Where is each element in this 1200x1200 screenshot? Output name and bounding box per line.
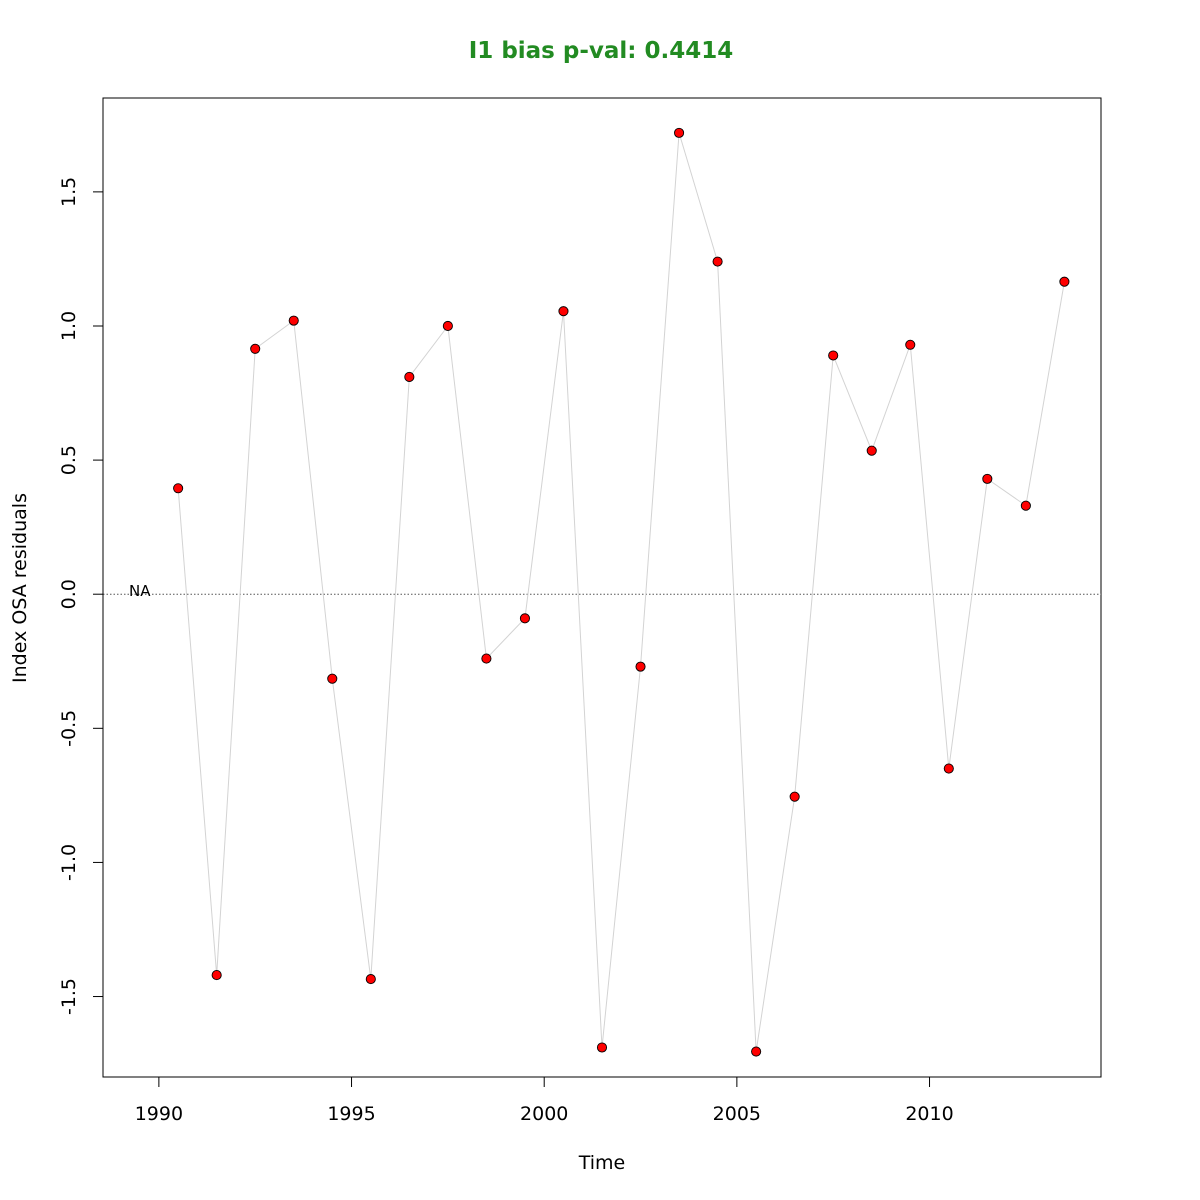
data-point [866,445,877,456]
data-point [1059,276,1070,287]
data-point [828,350,839,361]
data-point [674,127,685,138]
na-annotation: NA [129,582,151,600]
x-tick-label: 2010 [905,1103,953,1125]
data-point [519,613,530,624]
y-tick-label: 0.0 [58,579,80,609]
y-axis-label: Index OSA residuals [9,493,31,683]
data-point [173,483,184,494]
x-tick-label: 1995 [327,1103,375,1125]
data-point [404,371,415,382]
data-point [327,673,338,684]
data-point [288,315,299,326]
x-axis: 1990 1995 2000 2005 2010 [135,1076,954,1125]
data-point [596,1042,608,1053]
x-tick-label: 1990 [135,1103,183,1125]
data-point [943,763,954,774]
x-tick-label: 2000 [520,1103,568,1125]
data-point [712,256,723,267]
data-point [442,320,453,332]
x-tick-label: 2005 [713,1103,761,1125]
data-point [481,653,492,664]
y-tick-label: 1.0 [58,311,80,341]
data-point [211,970,222,981]
x-axis-label: Time [578,1152,626,1174]
series-line-group [177,132,1065,1052]
data-point [1020,500,1031,511]
data-point [751,1046,762,1057]
data-point [365,974,376,985]
y-tick-label: 0.5 [58,445,80,475]
y-tick-label: -1.5 [58,978,80,1015]
data-point [982,473,993,484]
y-tick-label: -1.0 [58,844,80,881]
data-point [635,661,646,672]
data-point [905,339,916,350]
data-points-group [173,127,1070,1057]
y-tick-label: 1.5 [58,177,80,207]
y-axis: -1.5 -1.0 -0.5 0.0 0.5 1.0 1.5 [58,177,104,1015]
chart-title: I1 bias p-val: 0.4414 [469,38,734,64]
data-point [789,791,800,802]
data-point [250,343,261,354]
data-point [558,306,569,317]
series-line [177,132,1065,1052]
y-tick-label: -0.5 [58,710,80,747]
